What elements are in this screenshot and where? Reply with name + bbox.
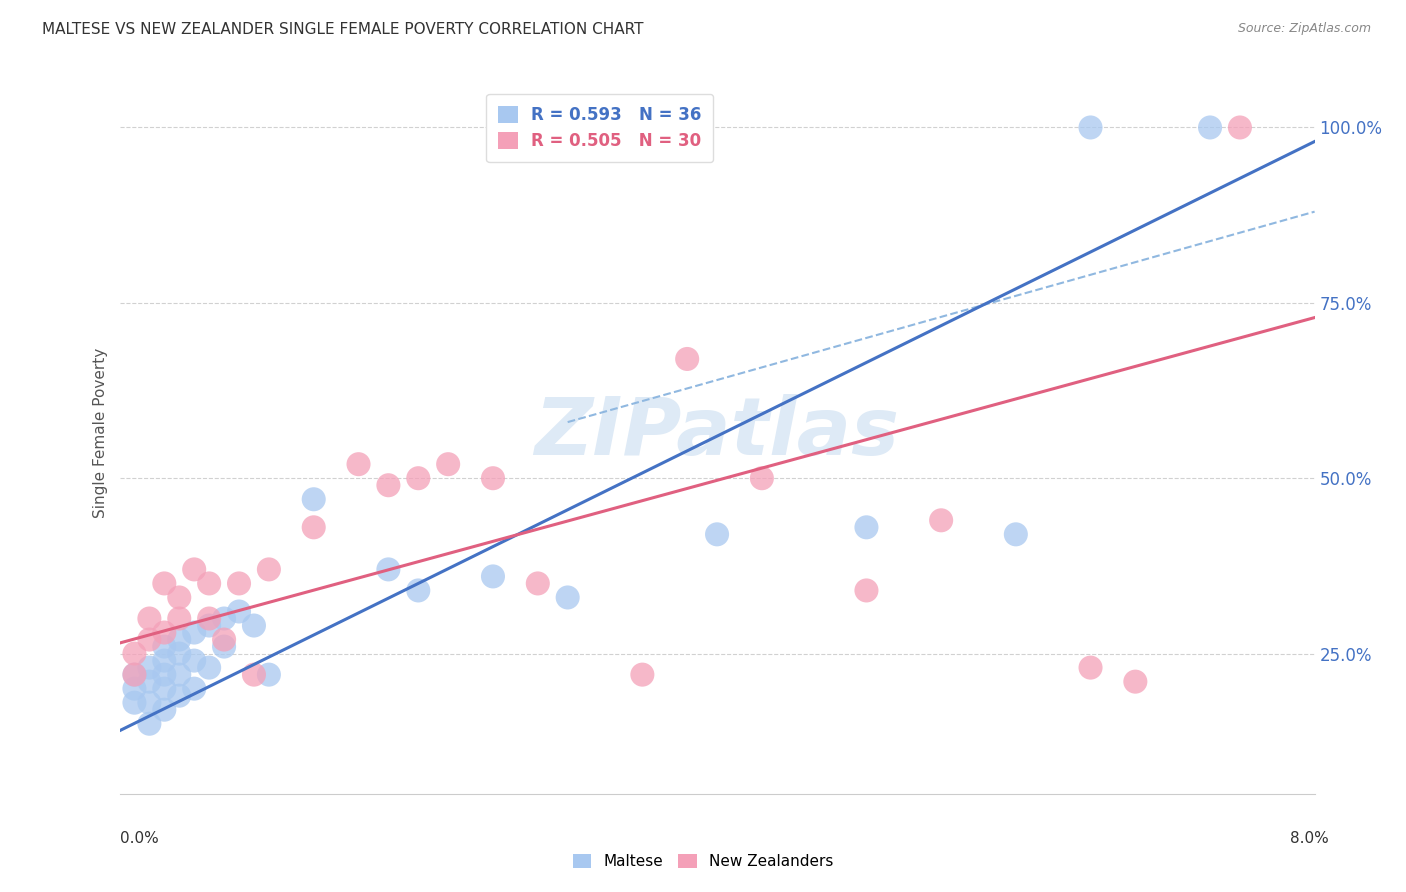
Point xyxy=(527,576,550,591)
Text: ZIPatlas: ZIPatlas xyxy=(534,393,900,472)
Text: 0.0%: 0.0% xyxy=(120,831,159,846)
Point xyxy=(243,618,266,632)
Point xyxy=(153,654,176,668)
Point xyxy=(138,660,160,674)
Point xyxy=(153,640,176,654)
Y-axis label: Single Female Poverty: Single Female Poverty xyxy=(93,348,108,517)
Point xyxy=(1080,120,1102,135)
Point xyxy=(1229,120,1251,135)
Point xyxy=(138,674,160,689)
Point xyxy=(676,351,699,366)
Point xyxy=(124,647,146,661)
Point xyxy=(198,618,221,632)
Point xyxy=(557,591,579,605)
Point xyxy=(408,471,430,485)
Legend: R = 0.593   N = 36, R = 0.505   N = 30: R = 0.593 N = 36, R = 0.505 N = 30 xyxy=(486,95,713,162)
Point xyxy=(169,647,191,661)
Point xyxy=(153,625,176,640)
Point xyxy=(169,667,191,681)
Point xyxy=(377,478,399,492)
Point xyxy=(212,632,235,647)
Text: 8.0%: 8.0% xyxy=(1289,831,1329,846)
Point xyxy=(198,660,221,674)
Point xyxy=(1004,527,1026,541)
Point xyxy=(183,654,205,668)
Point xyxy=(124,667,146,681)
Point xyxy=(228,576,250,591)
Point xyxy=(198,576,221,591)
Point xyxy=(124,667,146,681)
Point xyxy=(169,611,191,625)
Point xyxy=(631,667,654,681)
Point xyxy=(124,681,146,696)
Point xyxy=(138,716,160,731)
Point xyxy=(153,703,176,717)
Point xyxy=(302,520,325,534)
Point xyxy=(183,681,205,696)
Point xyxy=(138,696,160,710)
Point xyxy=(257,667,280,681)
Text: MALTESE VS NEW ZEALANDER SINGLE FEMALE POVERTY CORRELATION CHART: MALTESE VS NEW ZEALANDER SINGLE FEMALE P… xyxy=(42,22,644,37)
Point xyxy=(1080,660,1102,674)
Point xyxy=(347,457,370,471)
Point xyxy=(169,689,191,703)
Point xyxy=(153,667,176,681)
Point xyxy=(437,457,460,471)
Point xyxy=(751,471,773,485)
Point xyxy=(1199,120,1222,135)
Point xyxy=(257,562,280,576)
Point xyxy=(855,583,877,598)
Point xyxy=(212,640,235,654)
Point xyxy=(198,611,221,625)
Point xyxy=(153,681,176,696)
Point xyxy=(183,625,205,640)
Point xyxy=(228,605,250,619)
Point xyxy=(138,611,160,625)
Point xyxy=(212,611,235,625)
Point xyxy=(408,583,430,598)
Text: Source: ZipAtlas.com: Source: ZipAtlas.com xyxy=(1237,22,1371,36)
Point xyxy=(482,471,505,485)
Point xyxy=(302,492,325,507)
Legend: Maltese, New Zealanders: Maltese, New Zealanders xyxy=(567,848,839,875)
Point xyxy=(138,632,160,647)
Point xyxy=(169,591,191,605)
Point xyxy=(706,527,728,541)
Point xyxy=(482,569,505,583)
Point xyxy=(243,667,266,681)
Point xyxy=(124,696,146,710)
Point xyxy=(153,576,176,591)
Point xyxy=(929,513,952,527)
Point xyxy=(169,632,191,647)
Point xyxy=(183,562,205,576)
Point xyxy=(377,562,399,576)
Point xyxy=(1125,674,1147,689)
Point xyxy=(855,520,877,534)
